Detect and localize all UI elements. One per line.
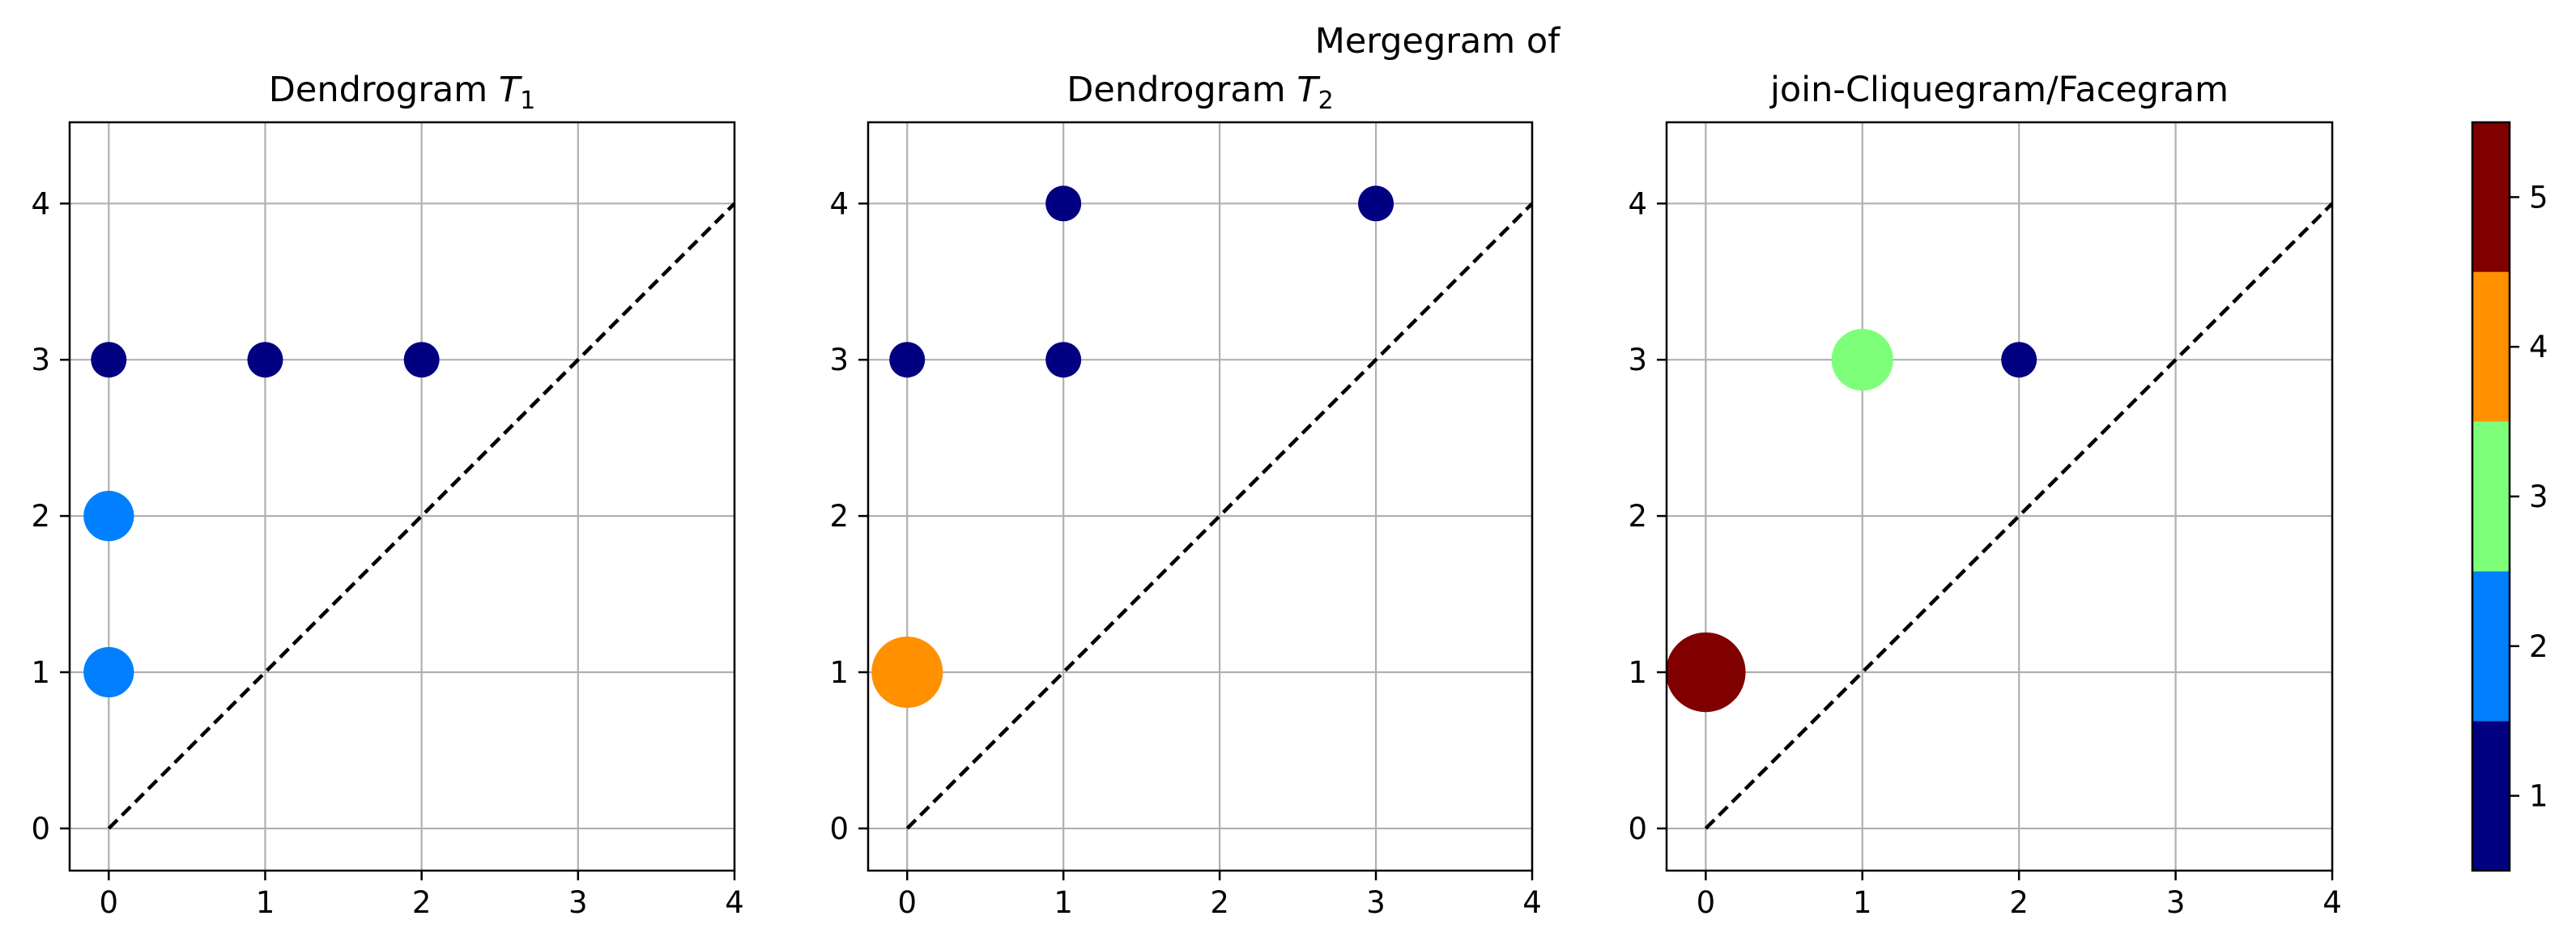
figure-suptitle: Mergegram of xyxy=(1315,21,1561,62)
colorbar-swatch xyxy=(2472,421,2510,572)
x-tick-label: 0 xyxy=(897,885,917,920)
x-tick-label: 4 xyxy=(1522,885,1542,920)
panel-title: join-Cliquegram/Facegram xyxy=(1769,70,2229,110)
x-tick-label: 4 xyxy=(2323,885,2342,920)
x-tick-label: 3 xyxy=(568,885,588,920)
x-tick-label: 1 xyxy=(1054,885,1073,920)
x-tick-label: 0 xyxy=(100,885,119,920)
y-tick-label: 0 xyxy=(829,812,849,846)
colorbar-swatch xyxy=(2472,721,2510,871)
x-tick-label: 1 xyxy=(256,885,275,920)
axes-frame xyxy=(866,121,1534,872)
colorbar: 1 2 3 4 5 xyxy=(2471,121,2548,872)
diagonal-line xyxy=(905,202,1532,830)
y-tick-label: 2 xyxy=(31,499,50,534)
y-tick-label: 4 xyxy=(1628,186,1647,221)
x-tick-label: 3 xyxy=(2166,885,2186,920)
data-point xyxy=(83,646,134,698)
x-tick-label: 3 xyxy=(1366,885,1386,920)
colorbar-frame xyxy=(2471,121,2511,872)
colorbar-tick-label: 3 xyxy=(2529,479,2548,514)
panel-2: 0 1 2 3 4 0 1 2 3 4 Dendrogram T2 xyxy=(829,70,1541,920)
y-tick-label: 1 xyxy=(1628,655,1647,690)
y-tick-label: 3 xyxy=(31,343,50,377)
diagonal-line xyxy=(1704,202,2332,830)
axes-frame xyxy=(1665,121,2334,872)
data-point xyxy=(1045,185,1082,222)
x-tick-label: 4 xyxy=(725,885,744,920)
y-tick-label: 3 xyxy=(1628,343,1647,377)
scatter-panels: 0 1 2 3 4 0 1 2 3 4 Dendrogram T1 0 1 2 3 4 0 1 2 3 4 Dendrog… xyxy=(31,70,2341,920)
y-tick-label: 4 xyxy=(31,186,50,221)
data-point xyxy=(403,342,440,378)
panel-3: 0 1 2 3 4 0 1 2 3 4 join-Cliquegram/Facegram xyxy=(1628,70,2341,920)
y-tick-label: 2 xyxy=(829,499,849,534)
x-tick-label: 2 xyxy=(412,885,432,920)
x-tick-label: 1 xyxy=(1853,885,1872,920)
x-tick-label: 2 xyxy=(2009,885,2029,920)
data-point xyxy=(91,342,127,378)
data-point xyxy=(247,342,283,378)
panel-1: 0 1 2 3 4 0 1 2 3 4 Dendrogram T1 xyxy=(31,70,743,920)
data-point xyxy=(1831,329,1893,391)
y-tick-label: 1 xyxy=(829,655,849,690)
data-point xyxy=(1666,632,1746,713)
colorbar-tick-label: 2 xyxy=(2529,629,2548,664)
panel-title: Dendrogram T1 xyxy=(269,70,535,115)
y-tick-label: 4 xyxy=(829,186,849,221)
data-point xyxy=(1358,185,1394,222)
colorbar-swatch xyxy=(2472,122,2510,272)
y-tick-label: 3 xyxy=(829,343,849,377)
axes-frame xyxy=(68,121,736,872)
colorbar-tick-label: 5 xyxy=(2529,180,2548,215)
data-point xyxy=(2001,342,2037,378)
y-tick-label: 2 xyxy=(1628,499,1647,534)
data-point xyxy=(83,491,134,542)
colorbar-tick-label: 4 xyxy=(2529,330,2548,364)
colorbar-swatch xyxy=(2472,571,2510,722)
x-tick-label: 0 xyxy=(1697,885,1716,920)
y-tick-label: 0 xyxy=(1628,812,1647,846)
y-tick-label: 0 xyxy=(31,812,50,846)
data-point xyxy=(889,342,926,378)
y-tick-label: 1 xyxy=(31,655,50,690)
data-point xyxy=(1045,342,1082,378)
data-point xyxy=(871,637,943,709)
colorbar-tick-label: 1 xyxy=(2529,779,2548,814)
diagonal-line xyxy=(107,202,734,830)
x-tick-label: 2 xyxy=(1210,885,1229,920)
panel-title: Dendrogram T2 xyxy=(1067,70,1333,115)
colorbar-swatch xyxy=(2472,271,2510,422)
